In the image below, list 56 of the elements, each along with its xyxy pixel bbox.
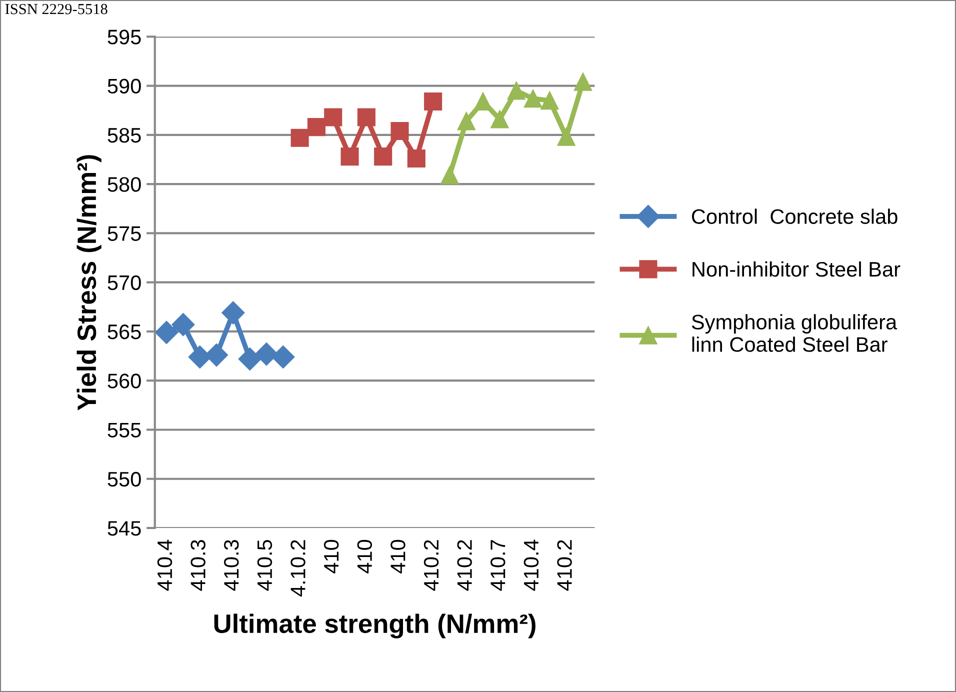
x-tick-label: 410 [357, 540, 372, 574]
x-tick-label: 410.4 [157, 540, 172, 591]
legend-label: Control Concrete slab [692, 208, 898, 224]
x-tick-label: 410 [390, 540, 406, 574]
y-tick-label: 555 [108, 422, 141, 438]
y-tick-label: 575 [108, 226, 141, 241]
point [254, 342, 278, 366]
y-tick-label: 550 [108, 472, 141, 487]
x-tick-label: 410 [324, 540, 339, 574]
point [374, 148, 392, 166]
x-tick-label: 410.4 [524, 540, 539, 591]
point [324, 108, 342, 126]
y-tick-label: 570 [108, 275, 141, 290]
text: ISSN 2229-5518 [5, 4, 108, 14]
point [524, 90, 542, 108]
y-tick-label: 590 [108, 78, 141, 94]
point [222, 301, 245, 324]
point [188, 346, 212, 369]
point [357, 108, 376, 126]
point [307, 118, 326, 136]
point [424, 92, 442, 111]
point [440, 166, 459, 184]
x-tick-label: 410.7 [490, 540, 506, 591]
point [390, 122, 409, 140]
x-tick-label: 410.2 [557, 540, 572, 591]
x-tick-label: 410.2 [424, 540, 439, 591]
y-tick-label: 545 [108, 521, 141, 536]
y-tick-label: 585 [108, 128, 141, 143]
point [172, 313, 195, 336]
point [272, 346, 295, 369]
y-tick-label: 560 [108, 374, 141, 388]
point [290, 128, 309, 147]
x-tick-label: 410.3 [224, 540, 239, 591]
x-tick-label: 4.10.2 [290, 540, 306, 597]
x-tick-label: 410.2 [457, 540, 472, 591]
point [507, 82, 526, 100]
point [238, 347, 262, 370]
x-tick-label: 410.3 [190, 540, 206, 591]
legend-label: Symphonia globulifera linn Coated Steel Bar [692, 314, 898, 352]
x-tick-label: 410.5 [257, 540, 272, 591]
legend-label: Non-inhibitor Steel Bar [692, 261, 900, 277]
point [574, 72, 592, 91]
x-axis-title: Ultimate strength (N/mm²) [214, 614, 536, 638]
point [540, 92, 559, 110]
y-tick-label: 595 [108, 30, 141, 44]
y-tick-label: 580 [108, 177, 141, 192]
point [407, 149, 426, 168]
point [474, 92, 492, 111]
point [490, 110, 509, 128]
point [457, 112, 476, 130]
point [205, 344, 228, 367]
y-axis-title: Yield Stress (N/mm²) [76, 155, 102, 410]
point [557, 128, 576, 146]
point [340, 148, 359, 166]
point [155, 320, 178, 344]
y-tick-label: 565 [108, 324, 141, 340]
